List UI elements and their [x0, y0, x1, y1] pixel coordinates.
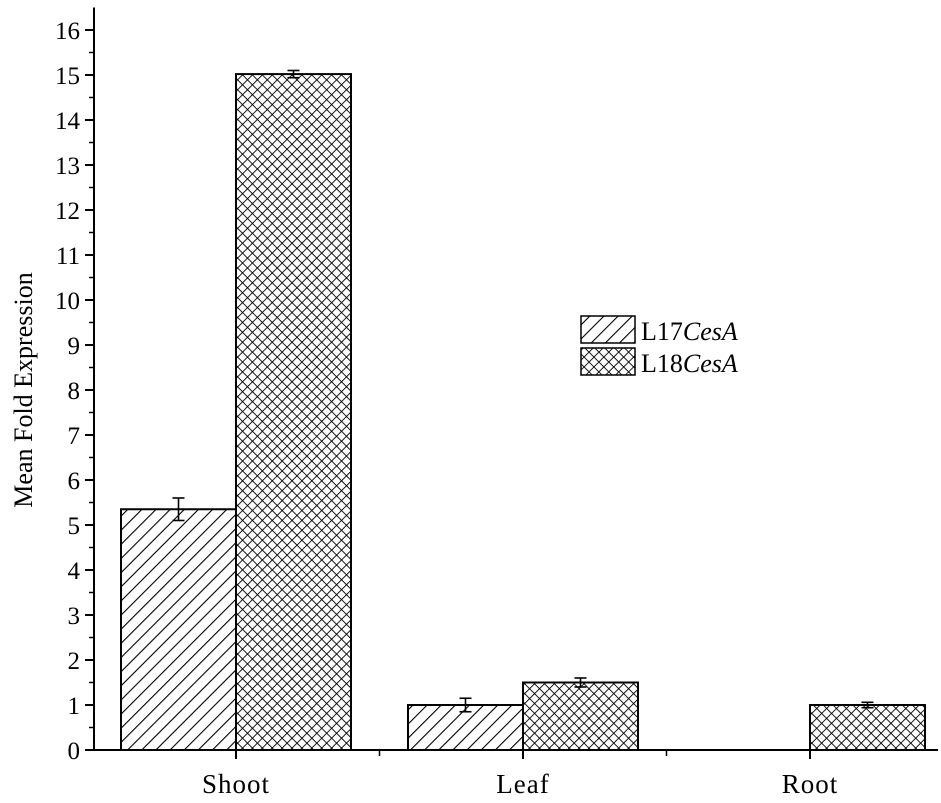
- y-axis-title: Mean Fold Expression: [9, 272, 38, 507]
- y-tick-label: 14: [55, 108, 81, 135]
- x-axis: Shoot Leaf Root: [94, 749, 938, 799]
- y-tick-label: 4: [68, 558, 81, 585]
- y-tick-label: 15: [55, 63, 80, 90]
- y-tick-label: 1: [68, 693, 81, 720]
- x-tick-label-leaf: Leaf: [496, 769, 549, 799]
- y-tick-label: 8: [68, 378, 81, 405]
- x-tick-label-shoot: Shoot: [202, 769, 270, 799]
- y-tick-label: 11: [56, 243, 80, 270]
- error-bars: [172, 69, 874, 713]
- legend: L17CesA L18CesA: [580, 315, 738, 378]
- y-tick-label: 9: [68, 333, 81, 360]
- y-tick-label: 16: [55, 18, 80, 45]
- legend-swatch-l18cesa: [580, 347, 636, 376]
- y-tick-label: 7: [68, 423, 81, 450]
- bar-l18cesa-root: [809, 704, 926, 751]
- legend-label-l17cesa: L17CesA: [641, 317, 738, 346]
- x-tick-label-root: Root: [782, 769, 839, 799]
- y-tick-label: 5: [68, 513, 81, 540]
- bar-l17cesa-shoot: [120, 508, 237, 751]
- legend-swatch-l17cesa: [580, 315, 636, 344]
- bar-l18cesa-leaf: [522, 681, 639, 751]
- bars: [120, 73, 926, 752]
- error-bar-l17cesa-shoot: [172, 497, 185, 522]
- y-tick-label: 12: [55, 198, 80, 225]
- y-tick-label: 2: [68, 648, 81, 675]
- y-tick-label: 0: [68, 738, 81, 765]
- error-bar-l18cesa-leaf: [574, 677, 587, 688]
- legend-label-l18cesa: L18CesA: [641, 349, 738, 378]
- bar-l18cesa-shoot: [235, 73, 352, 752]
- error-bar-l17cesa-leaf: [459, 697, 472, 713]
- y-tick-label: 6: [68, 468, 81, 495]
- y-tick-label: 13: [55, 153, 80, 180]
- error-bar-l18cesa-shoot: [287, 69, 300, 79]
- y-tick-label: 10: [55, 288, 80, 315]
- error-bar-l18cesa-root: [861, 701, 874, 709]
- y-tick-label: 3: [68, 603, 81, 630]
